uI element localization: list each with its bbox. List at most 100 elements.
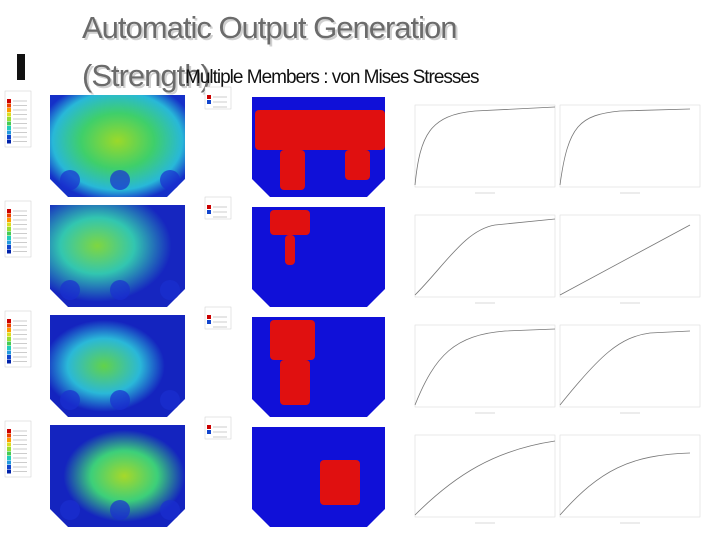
legend-swatch (7, 222, 11, 227)
legend-swatch (7, 433, 11, 438)
legend-swatch (7, 465, 11, 469)
stress-contour (50, 425, 185, 527)
chart-curve (559, 452, 691, 516)
contour-legend (204, 196, 232, 220)
title-line: Automatic Output Generation (82, 10, 457, 45)
load-curve-chart (559, 324, 701, 414)
contour-hotspot (160, 390, 180, 410)
legend-swatch (7, 355, 11, 359)
contour-hotspot (110, 170, 130, 190)
contour-hotspot (110, 280, 130, 300)
legend-swatch (7, 341, 11, 346)
legend-swatch (7, 319, 11, 323)
chart-frame (559, 214, 701, 298)
chart-curve (414, 440, 556, 516)
yield-region (255, 110, 385, 150)
yield-plot (252, 427, 385, 527)
legend-swatch (7, 350, 11, 355)
chart-curve (414, 328, 556, 406)
contour-hotspot (160, 170, 180, 190)
load-curve-chart (414, 324, 556, 414)
chart-frame (559, 104, 701, 188)
contour-hotspot (110, 390, 130, 410)
contour-hotspot (60, 390, 80, 410)
legend-swatch (207, 425, 211, 429)
legend-swatch (7, 429, 11, 433)
legend-swatch (7, 438, 11, 442)
subtitle: Multiple Members : von Mises Stresses (185, 67, 479, 88)
chart-frame (414, 434, 556, 518)
legend-swatch (7, 209, 11, 213)
load-curve-chart (559, 104, 701, 194)
legend-swatch (207, 320, 211, 324)
legend-swatch (7, 245, 11, 249)
yield-region (280, 360, 310, 405)
yield-region (285, 235, 295, 265)
legend-swatch (7, 213, 11, 218)
contour-legend (204, 86, 232, 110)
legend-swatch (7, 323, 11, 328)
chart-curve (414, 106, 556, 186)
result-panels (4, 86, 701, 527)
chart-frame (414, 214, 556, 298)
legend-swatch (207, 430, 211, 434)
legend-frame (204, 196, 232, 220)
load-curve-chart (414, 214, 556, 304)
legend-swatch (7, 126, 11, 130)
legend-swatch (7, 130, 11, 135)
chart-frame (559, 434, 701, 518)
chart-curve (414, 218, 556, 296)
legend-swatch (7, 249, 11, 254)
stress-contour (50, 315, 185, 417)
legend-swatch (7, 359, 11, 364)
contour-legend (4, 200, 32, 258)
contour-legend (4, 420, 32, 478)
legend-frame (204, 306, 232, 330)
legend-swatch (7, 460, 11, 465)
legend-swatch (7, 139, 11, 144)
legend-swatch (207, 315, 211, 319)
legend-swatch (7, 447, 11, 451)
legend-swatch (7, 240, 11, 245)
legend-swatch (207, 100, 211, 104)
stress-contour (50, 205, 185, 307)
slide-marker (17, 54, 25, 80)
load-curve-chart (559, 434, 701, 524)
legend-swatch (7, 236, 11, 240)
chart-frame (414, 104, 556, 188)
legend-swatch (7, 108, 11, 112)
load-curve-chart (414, 434, 556, 524)
contour-legend (204, 306, 232, 330)
yield-region (320, 460, 360, 505)
legend-swatch (7, 456, 11, 460)
legend-swatch (207, 210, 211, 214)
yield-region (270, 320, 315, 360)
legend-frame (204, 416, 232, 440)
legend-swatch (7, 328, 11, 332)
legend-swatch (7, 451, 11, 456)
yield-region (270, 210, 310, 235)
legend-swatch (7, 112, 11, 117)
chart-frame (414, 324, 556, 408)
legend-swatch (7, 346, 11, 350)
legend-swatch (7, 135, 11, 139)
contour-hotspot (110, 500, 130, 520)
legend-swatch (7, 332, 11, 337)
chart-frame (559, 324, 701, 408)
yield-region (280, 150, 305, 190)
contour-legend (204, 416, 232, 440)
title-shadow: (Strength) (84, 60, 212, 95)
chart-curve (559, 108, 691, 186)
legend-swatch (7, 231, 11, 236)
title-shadow: Automatic Output Generation (84, 12, 459, 47)
contour-hotspot (60, 170, 80, 190)
legend-swatch (7, 218, 11, 222)
contour-legend (4, 310, 32, 368)
stress-contour (50, 95, 185, 197)
legend-swatch (7, 442, 11, 447)
legend-swatch (207, 205, 211, 209)
load-curve-chart (559, 214, 701, 304)
legend-swatch (7, 337, 11, 341)
